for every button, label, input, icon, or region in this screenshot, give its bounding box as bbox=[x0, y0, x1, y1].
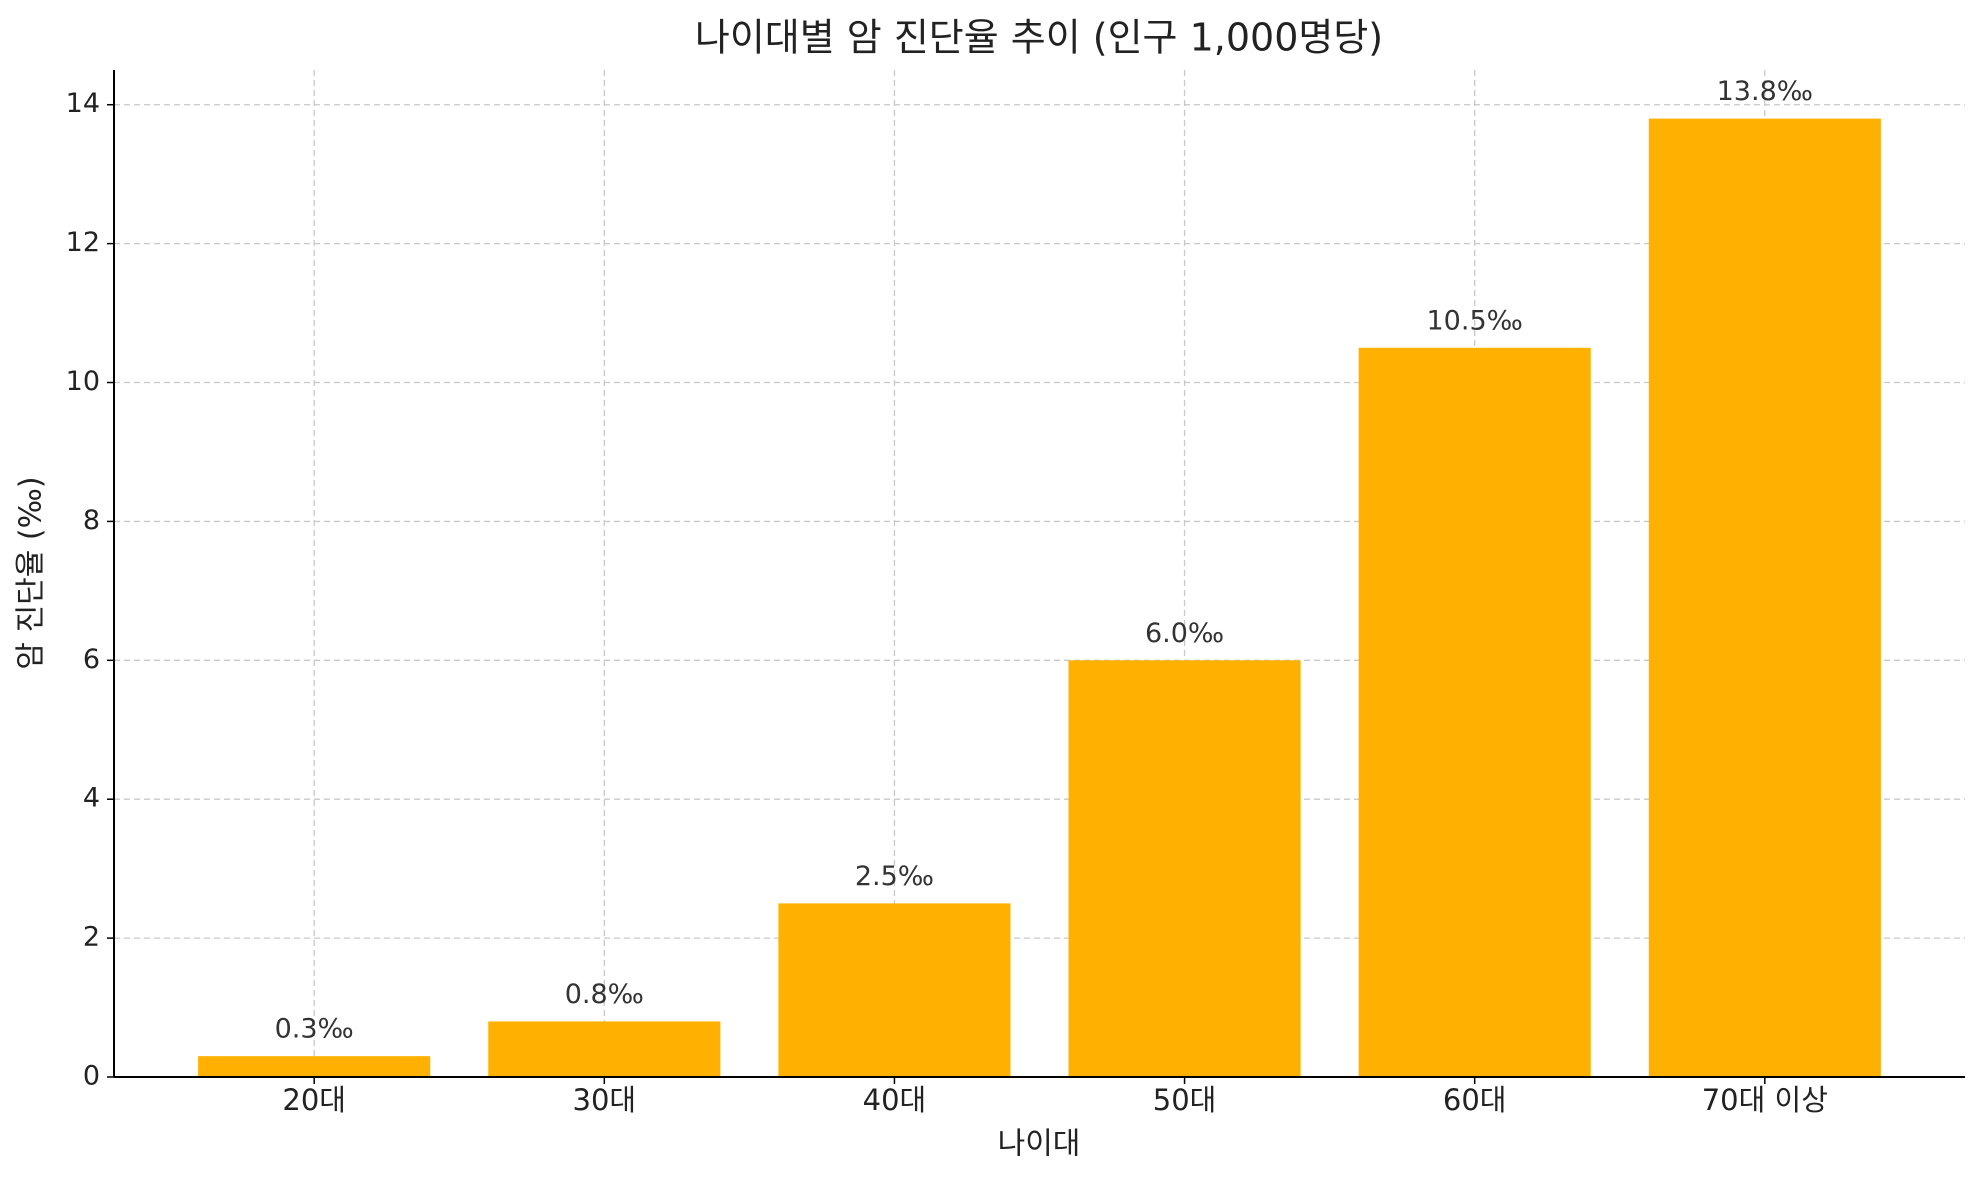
y-tick-label: 10 bbox=[66, 366, 100, 397]
chart-title: 나이대별 암 진단율 추이 (인구 1,000명당) bbox=[695, 16, 1383, 60]
value-label: 13.8‰ bbox=[1717, 76, 1813, 107]
y-tick-label: 8 bbox=[83, 505, 100, 536]
value-label: 6.0‰ bbox=[1145, 618, 1224, 649]
x-tick-label: 60대 bbox=[1443, 1083, 1507, 1117]
x-axis-label: 나이대 bbox=[998, 1127, 1081, 1162]
bar bbox=[1068, 660, 1301, 1077]
bar bbox=[488, 1021, 721, 1077]
x-tick-label: 50대 bbox=[1153, 1083, 1217, 1117]
value-label: 10.5‰ bbox=[1427, 305, 1523, 336]
bar bbox=[1648, 118, 1881, 1078]
bar bbox=[198, 1056, 431, 1077]
value-label: 2.5‰ bbox=[855, 861, 934, 892]
value-label: 0.8‰ bbox=[565, 979, 644, 1010]
y-tick-label: 12 bbox=[66, 227, 100, 258]
y-tick-label: 4 bbox=[83, 783, 100, 814]
y-tick-label: 0 bbox=[83, 1061, 100, 1092]
bar bbox=[778, 903, 1011, 1077]
y-tick-label: 2 bbox=[83, 922, 100, 953]
x-tick-label: 40대 bbox=[863, 1083, 927, 1117]
bar bbox=[1358, 347, 1591, 1077]
value-label: 0.3‰ bbox=[275, 1014, 354, 1045]
x-tick-label: 70대 이상 bbox=[1702, 1083, 1828, 1117]
y-tick-label: 6 bbox=[83, 644, 100, 675]
y-tick-label: 14 bbox=[66, 88, 100, 119]
x-tick-label: 20대 bbox=[282, 1083, 346, 1117]
x-tick-label: 30대 bbox=[573, 1083, 637, 1117]
y-axis-label: 암 진단율 (‰) bbox=[14, 476, 49, 669]
